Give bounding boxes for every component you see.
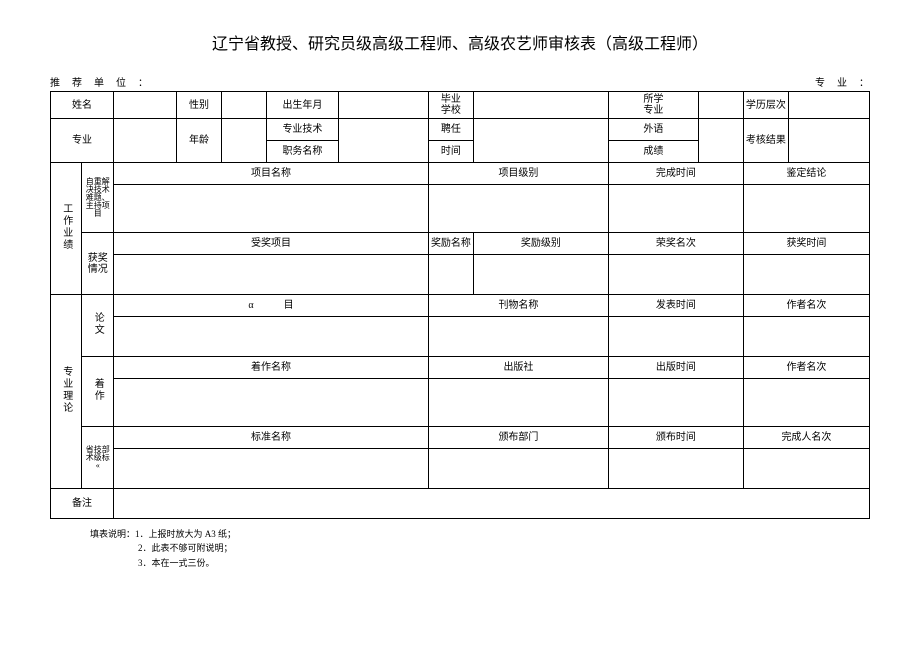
- val-remark: [113, 489, 869, 519]
- label-theory: 专业理论: [51, 295, 82, 489]
- val-name: [113, 92, 176, 119]
- notes: 填表说明：1．上报时放大为 A3 纸； 2．此表不够可附说明； 3．本在一式三份…: [90, 527, 870, 570]
- hdr-pubrank: 作者名次: [743, 295, 869, 317]
- val-lang: [698, 119, 743, 163]
- hdr-awardtime: 获奖时间: [743, 233, 869, 255]
- label-paper: 论文: [82, 295, 113, 357]
- val-pubtime: [608, 317, 743, 357]
- val-projconclude: [743, 185, 869, 233]
- label-lang1: 外语: [608, 119, 698, 141]
- val-result: [788, 119, 869, 163]
- note3: 3．本在一式三份。: [138, 556, 870, 570]
- hdr-stdtime: 颁布时间: [608, 427, 743, 449]
- hdr-awardname: 奖励名称: [428, 233, 473, 255]
- label-emp1: 聘任: [428, 119, 473, 141]
- notes-prefix: 填表说明：: [90, 529, 135, 539]
- val-press: [428, 379, 608, 427]
- val-tech: [338, 119, 428, 163]
- label-std: 省技部术级标 «: [82, 427, 113, 489]
- val-projlevel: [428, 185, 608, 233]
- val-book: [113, 379, 428, 427]
- val-stdrank: [743, 449, 869, 489]
- val-school: [473, 92, 608, 119]
- label-lang2: 成绩: [608, 141, 698, 163]
- val-birth: [338, 92, 428, 119]
- hdr-std: 标准名称: [113, 427, 428, 449]
- hdr-awardrank: 荣奖名次: [608, 233, 743, 255]
- val-std: [113, 449, 428, 489]
- hdr-projconclude: 鉴定结论: [743, 163, 869, 185]
- val-award: [113, 255, 428, 295]
- header-row: 推 荐 单 位 ： 专 业 ：: [50, 74, 870, 89]
- val-age: [221, 119, 266, 163]
- hdr-pubtime: 发表时间: [608, 295, 743, 317]
- val-pub: [428, 317, 608, 357]
- label-result: 考核结果: [743, 119, 788, 163]
- val-awardrank: [608, 255, 743, 295]
- val-stdtime: [608, 449, 743, 489]
- page-title: 辽宁省教授、研究员级高级工程师、高级农艺师审核表（高级工程师）: [50, 30, 870, 54]
- val-pubrank: [743, 317, 869, 357]
- hdr-awardlevel: 奖励级别: [473, 233, 608, 255]
- hdr-pub: 刊物名称: [428, 295, 608, 317]
- label-birth: 出生年月: [266, 92, 338, 119]
- label-gender: 性别: [176, 92, 221, 119]
- label-work-sub2: 获奖情况: [82, 233, 113, 295]
- hdr-alpha: α 目: [113, 295, 428, 317]
- hdr-projtime: 完成时间: [608, 163, 743, 185]
- hdr-bookrank: 作者名次: [743, 357, 869, 379]
- main-table: 姓名 性别 出生年月 毕业 学校 所学 专业 学历层次 专业 年龄 专业技术 聘…: [50, 91, 870, 519]
- val-awardname: [428, 255, 473, 295]
- val-major: [698, 92, 743, 119]
- label-major: 所学 专业: [608, 92, 698, 119]
- recommend-unit: 推 荐 单 位 ：: [50, 74, 149, 89]
- label-remark: 备注: [51, 489, 114, 519]
- label-tech1: 专业技术: [266, 119, 338, 141]
- label-school: 毕业 学校: [428, 92, 473, 119]
- val-spec: [113, 119, 176, 163]
- label-name: 姓名: [51, 92, 114, 119]
- hdr-proj: 项目名称: [113, 163, 428, 185]
- label-tech2: 职务名称: [266, 141, 338, 163]
- specialty: 专 业 ：: [815, 74, 870, 89]
- val-gender: [221, 92, 266, 119]
- note2: 2．此表不够可附说明；: [138, 541, 870, 555]
- hdr-projlevel: 项目级别: [428, 163, 608, 185]
- label-book: 着作: [82, 357, 113, 427]
- label-spec: 专业: [51, 119, 114, 163]
- val-proj: [113, 185, 428, 233]
- label-work: 工作业绩: [51, 163, 82, 295]
- hdr-award: 受奖项目: [113, 233, 428, 255]
- val-alpha: [113, 317, 428, 357]
- val-projtime: [608, 185, 743, 233]
- val-awardlevel: [473, 255, 608, 295]
- hdr-stdrank: 完成人名次: [743, 427, 869, 449]
- label-edu: 学历层次: [743, 92, 788, 119]
- hdr-booktime: 出版时间: [608, 357, 743, 379]
- val-booktime: [608, 379, 743, 427]
- val-dept: [428, 449, 608, 489]
- label-emp2: 时间: [428, 141, 473, 163]
- label-age: 年龄: [176, 119, 221, 163]
- val-emp: [473, 119, 608, 163]
- val-awardtime: [743, 255, 869, 295]
- note1: 1．上报时放大为 A3 纸；: [135, 529, 236, 539]
- hdr-press: 出版社: [428, 357, 608, 379]
- label-work-sub1: 自重解决技术难题、主持项目: [82, 163, 113, 233]
- hdr-book: 着作名称: [113, 357, 428, 379]
- hdr-dept: 颁布部门: [428, 427, 608, 449]
- val-edu: [788, 92, 869, 119]
- val-bookrank: [743, 379, 869, 427]
